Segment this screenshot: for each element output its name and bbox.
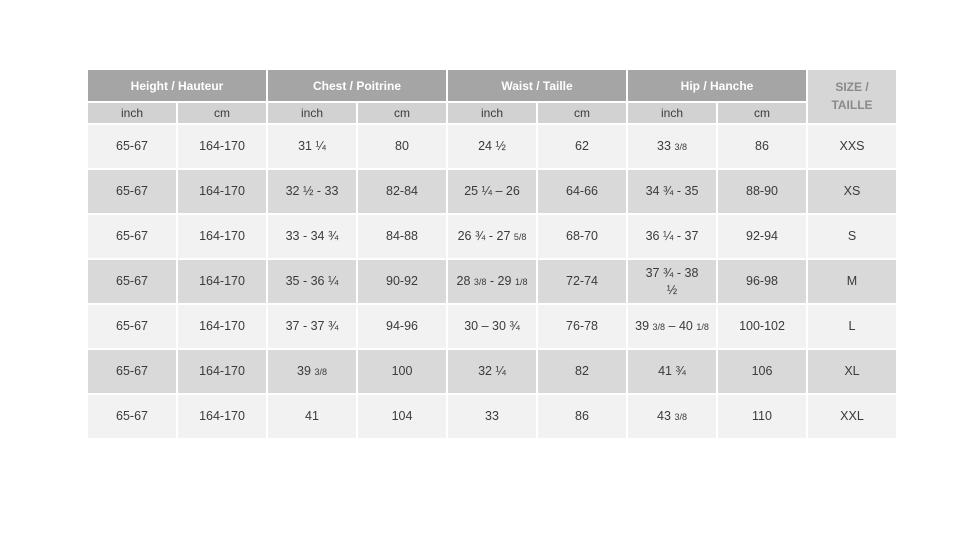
cell-size: S xyxy=(808,215,896,258)
cell-chest-inch: 39 3/8 xyxy=(268,350,356,393)
header-hip: Hip / Hanche xyxy=(628,70,806,101)
cell-height-cm: 164-170 xyxy=(178,350,266,393)
table-row: 65-67 164-170 37 - 37 ¾ 94-96 30 – 30 ¾ 76-78… xyxy=(88,305,896,348)
subheader-height-inch: inch xyxy=(88,103,176,123)
cell-height-cm: 164-170 xyxy=(178,260,266,303)
cell-chest-cm: 94-96 xyxy=(358,305,446,348)
cell-height-inch: 65-67 xyxy=(88,215,176,258)
cell-hip-cm: 92-94 xyxy=(718,215,806,258)
group-header-row: Height / Hauteur Chest / Poitrine Waist … xyxy=(88,70,896,123)
cell-chest-inch: 31 ¼ xyxy=(268,125,356,168)
cell-size: XXL xyxy=(808,395,896,438)
cell-hip-inch: 36 ¼ - 37 xyxy=(628,215,716,258)
subheader-waist-cm: cm xyxy=(538,103,626,123)
cell-waist-inch: 30 – 30 ¾ xyxy=(448,305,536,348)
cell-height-inch: 65-67 xyxy=(88,305,176,348)
cell-size: M xyxy=(808,260,896,303)
cell-hip-cm: 110 xyxy=(718,395,806,438)
cell-waist-inch: 24 ½ xyxy=(448,125,536,168)
cell-waist-inch: 32 ¼ xyxy=(448,350,536,393)
subheader-hip-inch: inch xyxy=(628,103,716,123)
small-fraction: 3/8 xyxy=(473,277,487,288)
cell-waist-cm: 72-74 xyxy=(538,260,626,303)
cell-waist-cm: 62 xyxy=(538,125,626,168)
cell-waist-inch: 25 ¼ – 26 xyxy=(448,170,536,213)
table-row: 65-67 164-170 33 - 34 ¾ 84-88 26 ¾ - 27 5/8 6… xyxy=(88,215,896,258)
cell-chest-inch: 33 - 34 ¾ xyxy=(268,215,356,258)
header-size: SIZE / TAILLE xyxy=(808,70,896,123)
cell-height-cm: 164-170 xyxy=(178,215,266,258)
cell-size: L xyxy=(808,305,896,348)
cell-chest-cm: 104 xyxy=(358,395,446,438)
small-fraction: 1/8 xyxy=(696,322,709,333)
subheader-waist-inch: inch xyxy=(448,103,536,123)
subheader-chest-inch: inch xyxy=(268,103,356,123)
cell-height-inch: 65-67 xyxy=(88,395,176,438)
cell-height-cm: 164-170 xyxy=(178,125,266,168)
cell-chest-cm: 90-92 xyxy=(358,260,446,303)
cell-chest-inch: 32 ½ - 33 xyxy=(268,170,356,213)
cell-hip-inch: 33 3/8 xyxy=(628,125,716,168)
cell-waist-inch: 28 3/8 - 29 1/8 xyxy=(448,260,536,303)
table-row: 65-67 164-170 31 ¼ 80 24 ½ 62 33 3/8 86 XXS xyxy=(88,125,896,168)
size-chart-table: Height / Hauteur Chest / Poitrine Waist … xyxy=(86,68,898,440)
cell-hip-inch: 39 3/8 – 40 1/8 xyxy=(628,305,716,348)
small-fraction: 3/8 xyxy=(674,412,687,423)
header-size-line2: TAILLE xyxy=(831,97,873,112)
cell-hip-cm: 86 xyxy=(718,125,806,168)
cell-size: XS xyxy=(808,170,896,213)
cell-hip-inch: 43 3/8 xyxy=(628,395,716,438)
cell-size: XL xyxy=(808,350,896,393)
cell-chest-inch: 37 - 37 ¾ xyxy=(268,305,356,348)
cell-hip-cm: 96-98 xyxy=(718,260,806,303)
cell-waist-cm: 68-70 xyxy=(538,215,626,258)
cell-height-cm: 164-170 xyxy=(178,305,266,348)
small-fraction: 3/8 xyxy=(674,142,687,153)
header-height: Height / Hauteur xyxy=(88,70,266,101)
header-chest: Chest / Poitrine xyxy=(268,70,446,101)
cell-height-cm: 164-170 xyxy=(178,170,266,213)
cell-hip-inch: 34 ¾ - 35 xyxy=(628,170,716,213)
cell-chest-cm: 84-88 xyxy=(358,215,446,258)
subheader-hip-cm: cm xyxy=(718,103,806,123)
table-row: 65-67 164-170 41 104 33 86 43 3/8 110 XXL xyxy=(88,395,896,438)
table-row: 65-67 164-170 35 - 36 ¼ 90-92 28 3/8 - 29 1/… xyxy=(88,260,896,303)
cell-height-inch: 65-67 xyxy=(88,125,176,168)
cell-hip-cm: 100-102 xyxy=(718,305,806,348)
cell-hip-inch: 41 ¾ xyxy=(628,350,716,393)
units-row: inch cm inch cm inch cm inch cm xyxy=(88,103,896,123)
cell-height-inch: 65-67 xyxy=(88,170,176,213)
cell-waist-inch: 26 ¾ - 27 5/8 xyxy=(448,215,536,258)
cell-waist-inch: 33 xyxy=(448,395,536,438)
cell-chest-cm: 80 xyxy=(358,125,446,168)
cell-waist-cm: 86 xyxy=(538,395,626,438)
small-fraction: 1/8 xyxy=(514,277,528,288)
cell-height-inch: 65-67 xyxy=(88,350,176,393)
cell-size: XXS xyxy=(808,125,896,168)
header-size-line1: SIZE / xyxy=(835,80,869,95)
cell-waist-cm: 64-66 xyxy=(538,170,626,213)
small-fraction: 3/8 xyxy=(652,322,666,333)
table-row: 65-67 164-170 32 ½ - 33 82-84 25 ¼ – 26 64-66… xyxy=(88,170,896,213)
cell-waist-cm: 76-78 xyxy=(538,305,626,348)
cell-hip-cm: 106 xyxy=(718,350,806,393)
cell-height-cm: 164-170 xyxy=(178,395,266,438)
table-row: 65-67 164-170 39 3/8 100 32 ¼ 82 41 ¾ 106 XL xyxy=(88,350,896,393)
cell-height-inch: 65-67 xyxy=(88,260,176,303)
small-fraction: 5/8 xyxy=(513,232,527,243)
cell-hip-cm: 88-90 xyxy=(718,170,806,213)
cell-chest-inch: 41 xyxy=(268,395,356,438)
cell-chest-cm: 100 xyxy=(358,350,446,393)
cell-waist-cm: 82 xyxy=(538,350,626,393)
header-waist: Waist / Taille xyxy=(448,70,626,101)
subheader-chest-cm: cm xyxy=(358,103,446,123)
cell-hip-inch: 37 ¾ - 38 ½ xyxy=(628,260,716,303)
cell-chest-inch: 35 - 36 ¼ xyxy=(268,260,356,303)
subheader-height-cm: cm xyxy=(178,103,266,123)
small-fraction: 3/8 xyxy=(314,367,327,378)
cell-chest-cm: 82-84 xyxy=(358,170,446,213)
